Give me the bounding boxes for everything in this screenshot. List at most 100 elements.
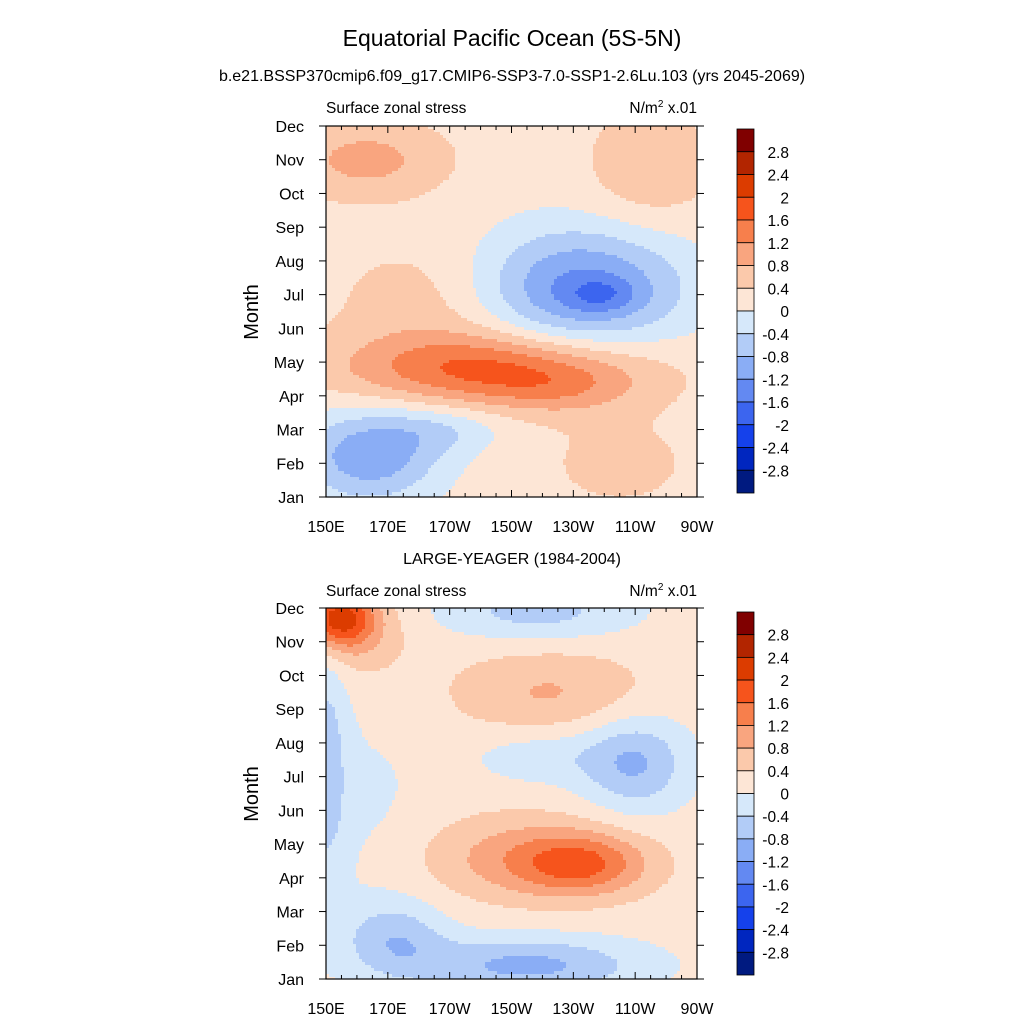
- contour-cell: [329, 204, 333, 208]
- contour-cell: [596, 198, 600, 202]
- contour-cell: [692, 174, 696, 178]
- contour-cell: [473, 195, 477, 199]
- contour-cell: [695, 240, 698, 244]
- contour-cell: [392, 126, 396, 130]
- contour-cell: [608, 141, 612, 145]
- contour-cell: [383, 228, 387, 232]
- contour-cell: [608, 171, 612, 175]
- contour-cell: [410, 228, 414, 232]
- contour-cell: [383, 156, 387, 160]
- contour-cell: [665, 237, 669, 241]
- contour-cell: [341, 222, 345, 226]
- contour-cell: [689, 129, 693, 133]
- contour-cell: [452, 189, 456, 193]
- contour-cell: [500, 162, 504, 166]
- contour-cell: [395, 204, 399, 208]
- contour-cell: [437, 180, 441, 184]
- contour-cell: [410, 192, 414, 196]
- contour-cell: [437, 135, 441, 139]
- contour-cell: [536, 159, 540, 163]
- contour-cell: [374, 189, 378, 193]
- contour-cell: [329, 216, 333, 220]
- contour-cell: [545, 144, 549, 148]
- contour-cell: [494, 141, 498, 145]
- contour-cell: [647, 177, 651, 181]
- contour-cell: [632, 222, 636, 226]
- contour-cell: [491, 231, 495, 235]
- contour-cell: [470, 174, 474, 178]
- contour-cell: [659, 162, 663, 166]
- contour-cell: [677, 231, 681, 235]
- contour-cell: [485, 201, 489, 205]
- contour-cell: [617, 222, 621, 226]
- contour-cell: [479, 234, 483, 238]
- contour-cell: [575, 144, 579, 148]
- contour-cell: [335, 219, 339, 223]
- contour-cell: [563, 201, 567, 205]
- contour-cell: [656, 147, 660, 151]
- contour-cell: [398, 237, 402, 241]
- contour-cell: [590, 234, 594, 238]
- contour-cell: [494, 159, 498, 163]
- contour-cell: [578, 168, 582, 172]
- contour-cell: [614, 144, 618, 148]
- contour-cell: [695, 138, 698, 142]
- contour-cell: [479, 183, 483, 187]
- contour-cell: [422, 138, 426, 142]
- contour-cell: [632, 228, 636, 232]
- contour-cell: [392, 165, 396, 169]
- contour-cell: [422, 222, 426, 226]
- contour-cell: [389, 189, 393, 193]
- contour-cell: [491, 168, 495, 172]
- contour-cell: [461, 198, 465, 202]
- contour-cell: [398, 171, 402, 175]
- contour-cell: [671, 243, 675, 247]
- contour-cell: [491, 198, 495, 202]
- contour-cell: [659, 174, 663, 178]
- contour-cell: [488, 180, 492, 184]
- contour-cell: [518, 204, 522, 208]
- contour-cell: [329, 234, 333, 238]
- contour-cell: [383, 168, 387, 172]
- contour-cell: [602, 198, 606, 202]
- contour-cell: [485, 198, 489, 202]
- contour-cell: [650, 225, 654, 229]
- contour-cell: [590, 183, 594, 187]
- contour-cell: [347, 198, 351, 202]
- contour-cell: [371, 222, 375, 226]
- contour-cell: [524, 180, 528, 184]
- contour-cell: [542, 147, 546, 151]
- contour-cell: [455, 240, 459, 244]
- contour-cell: [515, 228, 519, 232]
- contour-cell: [425, 189, 429, 193]
- contour-cell: [455, 144, 459, 148]
- contour-cell: [374, 144, 378, 148]
- contour-cell: [593, 129, 597, 133]
- contour-cell: [605, 159, 609, 163]
- contour-cell: [371, 189, 375, 193]
- contour-cell: [533, 138, 537, 142]
- contour-cell: [443, 216, 447, 220]
- contour-cell: [389, 135, 393, 139]
- contour-cell: [566, 219, 570, 223]
- contour-cell: [539, 207, 543, 211]
- contour-cell: [464, 210, 468, 214]
- contour-cell: [326, 225, 330, 229]
- contour-cell: [401, 126, 405, 130]
- contour-cell: [374, 126, 378, 130]
- contour-cell: [518, 171, 522, 175]
- contour-cell: [632, 240, 636, 244]
- contour-cell: [419, 144, 423, 148]
- contour-cell: [329, 165, 333, 169]
- contour-cell: [683, 162, 687, 166]
- contour-cell: [614, 141, 618, 145]
- contour-cell: [440, 177, 444, 181]
- contour-cell: [575, 210, 579, 214]
- contour-cell: [377, 237, 381, 241]
- contour-cell: [356, 147, 360, 151]
- contour-cell: [560, 183, 564, 187]
- contour-cell: [623, 162, 627, 166]
- contour-cell: [560, 216, 564, 220]
- contour-cell: [686, 183, 690, 187]
- contour-cell: [533, 141, 537, 145]
